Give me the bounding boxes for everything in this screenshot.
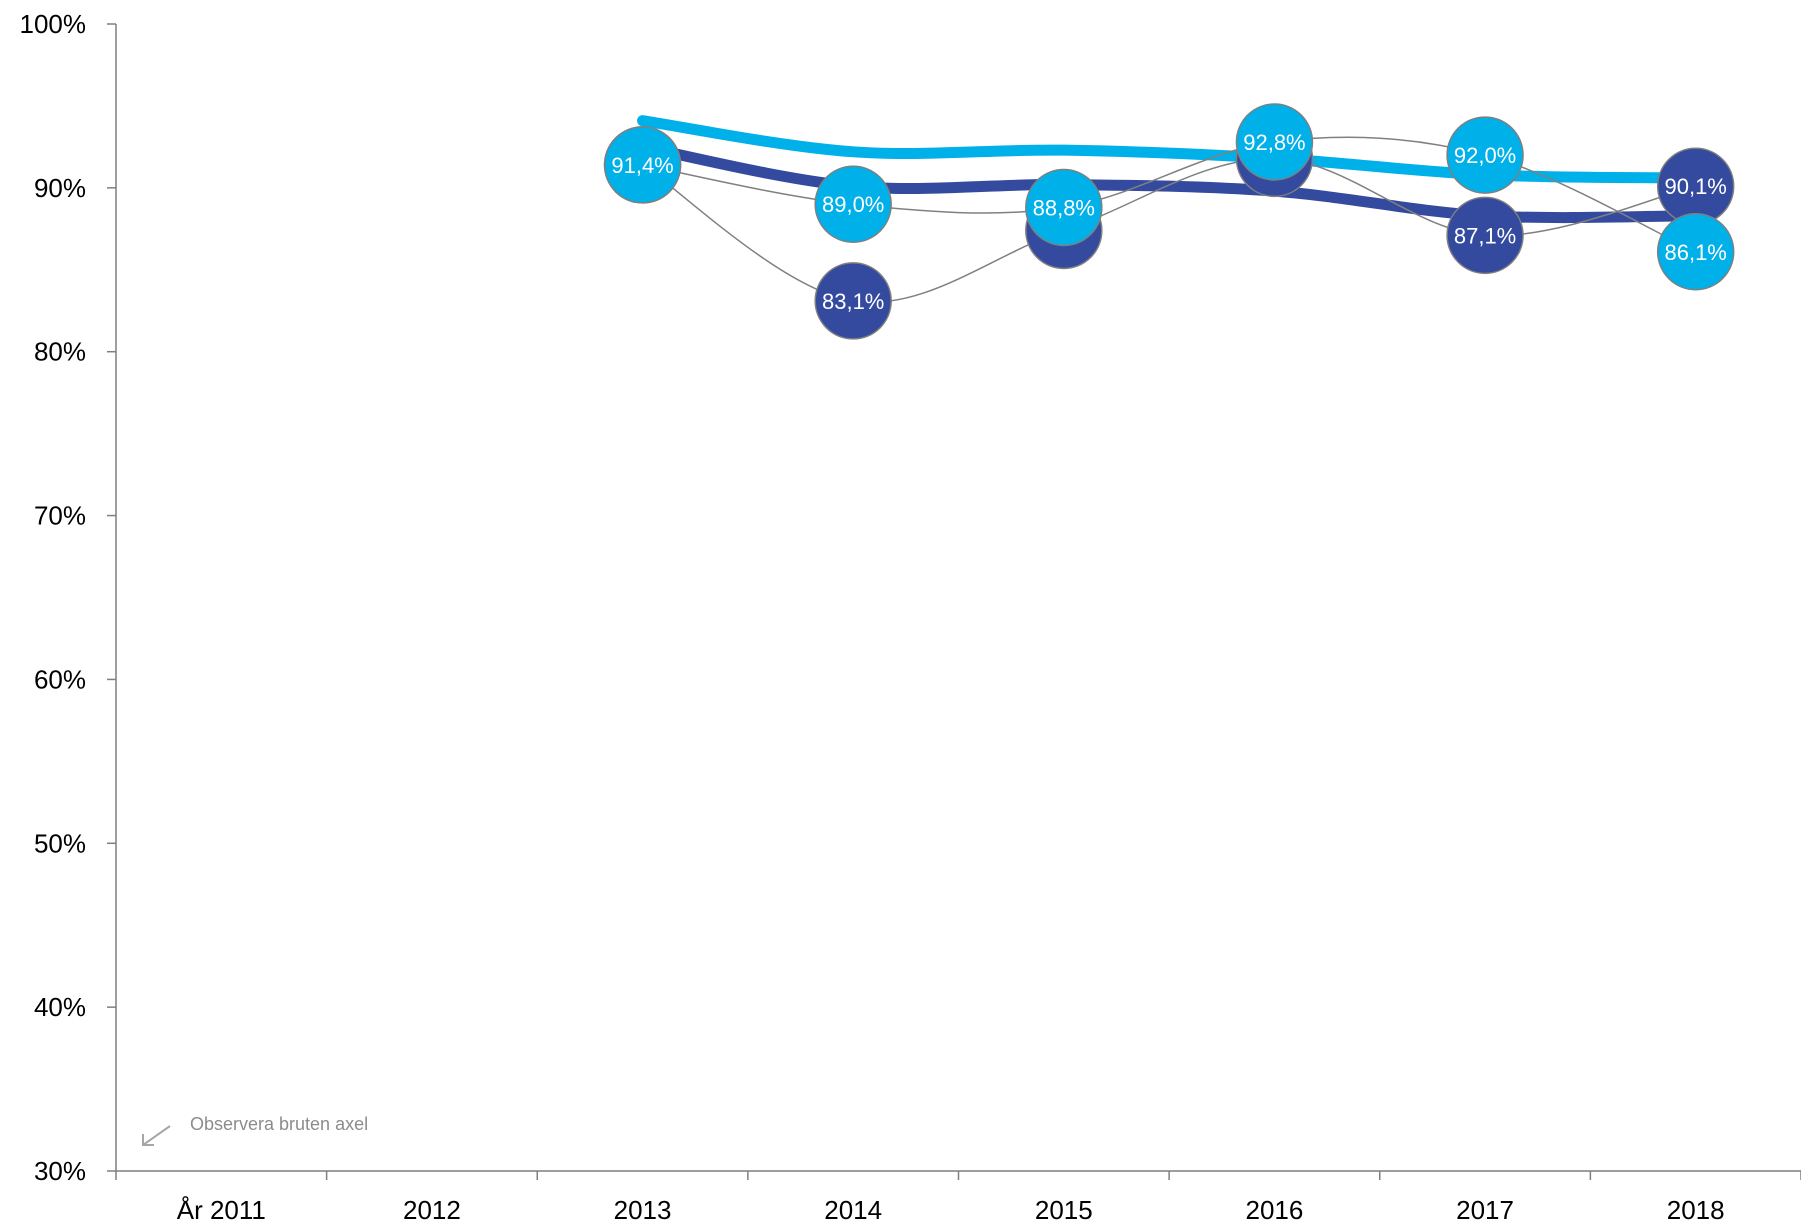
series-2-data-label: 92,0%: [1454, 143, 1516, 168]
y-tick-label: 90%: [34, 173, 86, 203]
x-tick-label: 2012: [403, 1195, 461, 1225]
y-tick-label: 50%: [34, 828, 86, 858]
broken-axis-note: Observera bruten axel: [142, 1114, 368, 1146]
series-2-marker: [603, 126, 682, 204]
series-1-data-label: 90,1%: [1664, 174, 1726, 199]
axes: 30% 40% 50% 60% 70% 80% 90% 100% År 2011 2012 2013…: [20, 9, 1801, 1225]
x-tick-label: 2018: [1667, 1195, 1725, 1225]
markers: 83,1% 87,1% 90,1% 91,4% 89,0% 88,8% 92,8% 92,0%…: [603, 103, 1735, 340]
series-1-data-label: 87,1%: [1454, 223, 1516, 248]
x-tick-label: 2014: [824, 1195, 882, 1225]
y-tick-label: 80%: [34, 337, 86, 367]
series-2-marker: [1656, 213, 1735, 291]
series-2-data-label: 92,8%: [1243, 130, 1305, 155]
series-2-marker: [814, 165, 892, 243]
series-1-data-label: 83,1%: [822, 289, 884, 314]
x-tick-label: 2016: [1246, 1195, 1304, 1225]
series-2-trend-line: [637, 115, 1702, 184]
y-tick-label: 40%: [34, 992, 86, 1022]
x-tick-label: 2015: [1035, 1195, 1093, 1225]
note-arrow-head: [142, 1134, 154, 1146]
series-2-data-label: 91,4%: [611, 153, 673, 178]
series-2-data-label: 88,8%: [1033, 196, 1095, 221]
x-tick-label: 2013: [614, 1195, 672, 1225]
note-arrow-line: [142, 1125, 171, 1146]
series-2-marker: [1446, 116, 1524, 194]
series-2-data-label: 86,1%: [1664, 240, 1726, 265]
series-2-marker: [1025, 168, 1103, 247]
series-1-marker: [814, 262, 892, 340]
trend-lines: [637, 115, 1702, 224]
y-tick-label: 70%: [34, 501, 86, 531]
x-tick-label: 2017: [1456, 1195, 1514, 1225]
series-2-marker: [1235, 103, 1314, 181]
broken-axis-note-text: Observera bruten axel: [190, 1114, 368, 1134]
y-tick-label: 30%: [34, 1156, 86, 1186]
series-1-marker: [1446, 196, 1524, 275]
x-tick-label: År 2011: [177, 1195, 266, 1225]
y-tick-label: 100%: [20, 9, 87, 39]
series-2-data-label: 89,0%: [822, 192, 884, 217]
y-tick-label: 60%: [34, 664, 86, 694]
